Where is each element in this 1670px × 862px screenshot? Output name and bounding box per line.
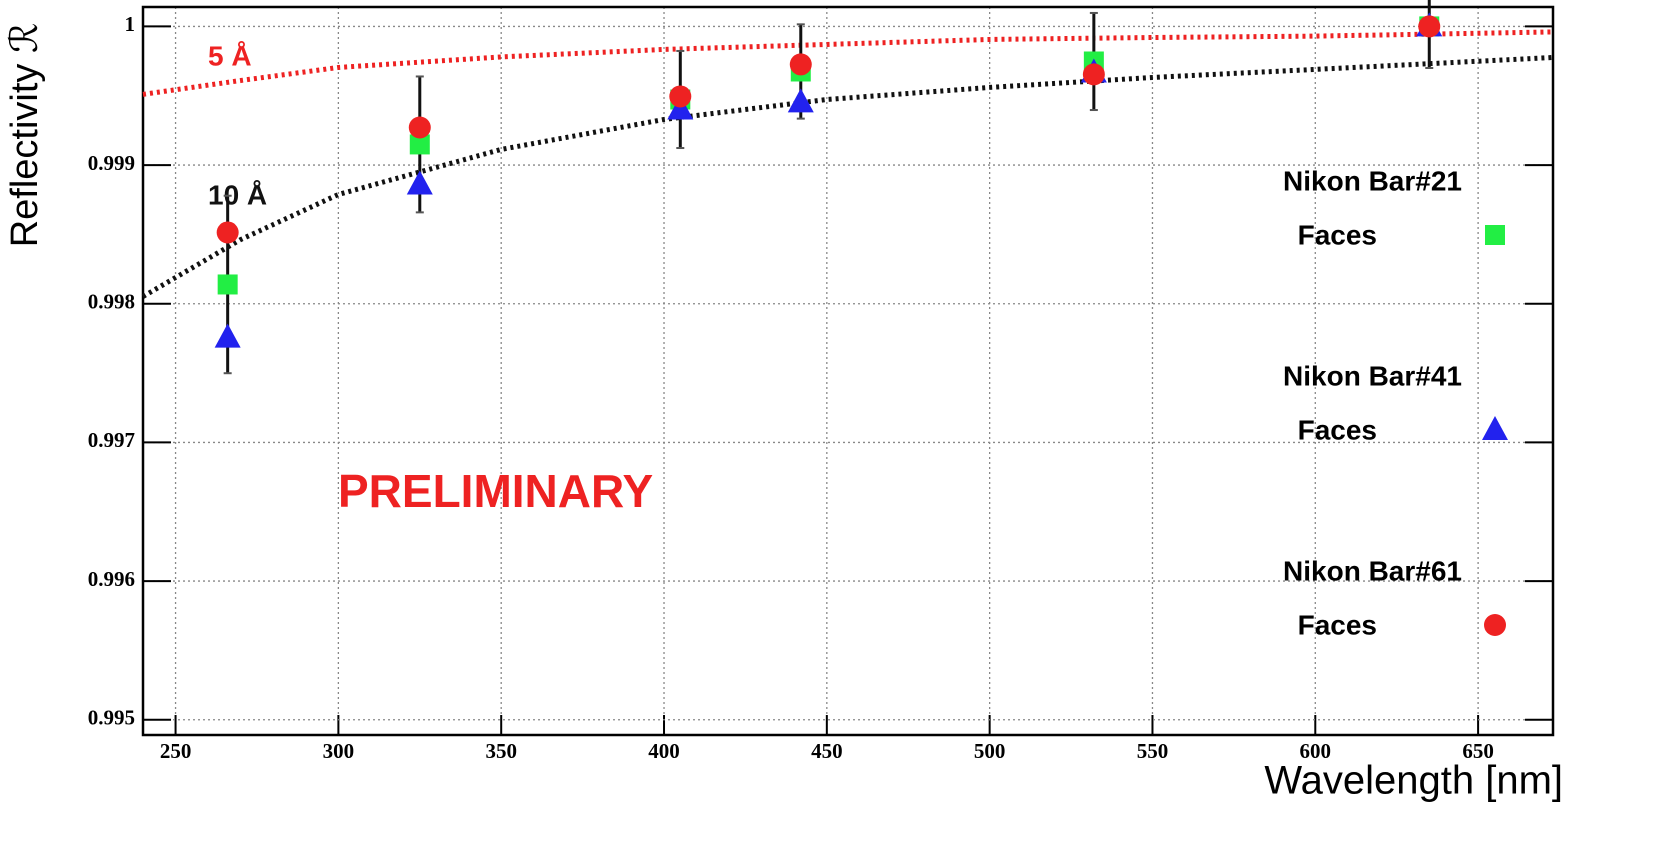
x-tick-label: 600 (1300, 739, 1332, 763)
data-point (1418, 15, 1441, 38)
annotation: PRELIMINARY (338, 465, 653, 517)
data-point (669, 85, 692, 108)
data-point (787, 88, 814, 113)
legend-marker (1482, 416, 1508, 440)
data-point (1082, 63, 1105, 86)
x-axis-title: Wavelength [nm] (1264, 759, 1563, 803)
x-tick-label: 550 (1137, 739, 1169, 763)
y-tick-label: 0.997 (88, 428, 135, 452)
x-tick-label: 450 (811, 739, 843, 763)
y-axis-title: Reflectivity ℛ (4, 23, 46, 248)
data-point (216, 221, 239, 244)
legend-label: Nikon Bar#61 (1283, 555, 1462, 586)
legend-marker (1484, 614, 1506, 636)
y-tick-label: 0.998 (88, 290, 135, 314)
data-point (408, 116, 431, 139)
data-point (667, 95, 694, 120)
y-tick-label: 1 (125, 12, 136, 36)
x-tick-label: 650 (1462, 739, 1494, 763)
legend-label: Nikon Bar#21 (1283, 165, 1462, 196)
legend-label: Faces (1298, 609, 1377, 640)
y-tick-label: 0.999 (88, 151, 135, 175)
data-point (214, 323, 241, 348)
y-tick-label: 0.995 (88, 706, 135, 730)
x-tick-label: 400 (648, 739, 680, 763)
x-tick-label: 350 (485, 739, 517, 763)
curve-label: 5 Å (208, 40, 252, 71)
data-point (217, 274, 238, 295)
fit-curve (142, 29, 1554, 97)
curve-label: 10 Å (208, 179, 267, 210)
legend-label: Faces (1298, 219, 1377, 250)
fit-curve (141, 54, 1554, 299)
x-tick-label: 300 (323, 739, 355, 763)
y-tick-label: 0.996 (88, 567, 135, 591)
data-point (406, 170, 433, 195)
legend-label: Nikon Bar#41 (1283, 360, 1462, 391)
legend-marker (1485, 225, 1505, 245)
data-point (789, 53, 812, 76)
plot-frame (141, 5, 1555, 737)
legend-label: Faces (1298, 414, 1377, 445)
data-point (409, 134, 430, 155)
x-tick-label: 500 (974, 739, 1006, 763)
x-tick-label: 250 (160, 739, 192, 763)
